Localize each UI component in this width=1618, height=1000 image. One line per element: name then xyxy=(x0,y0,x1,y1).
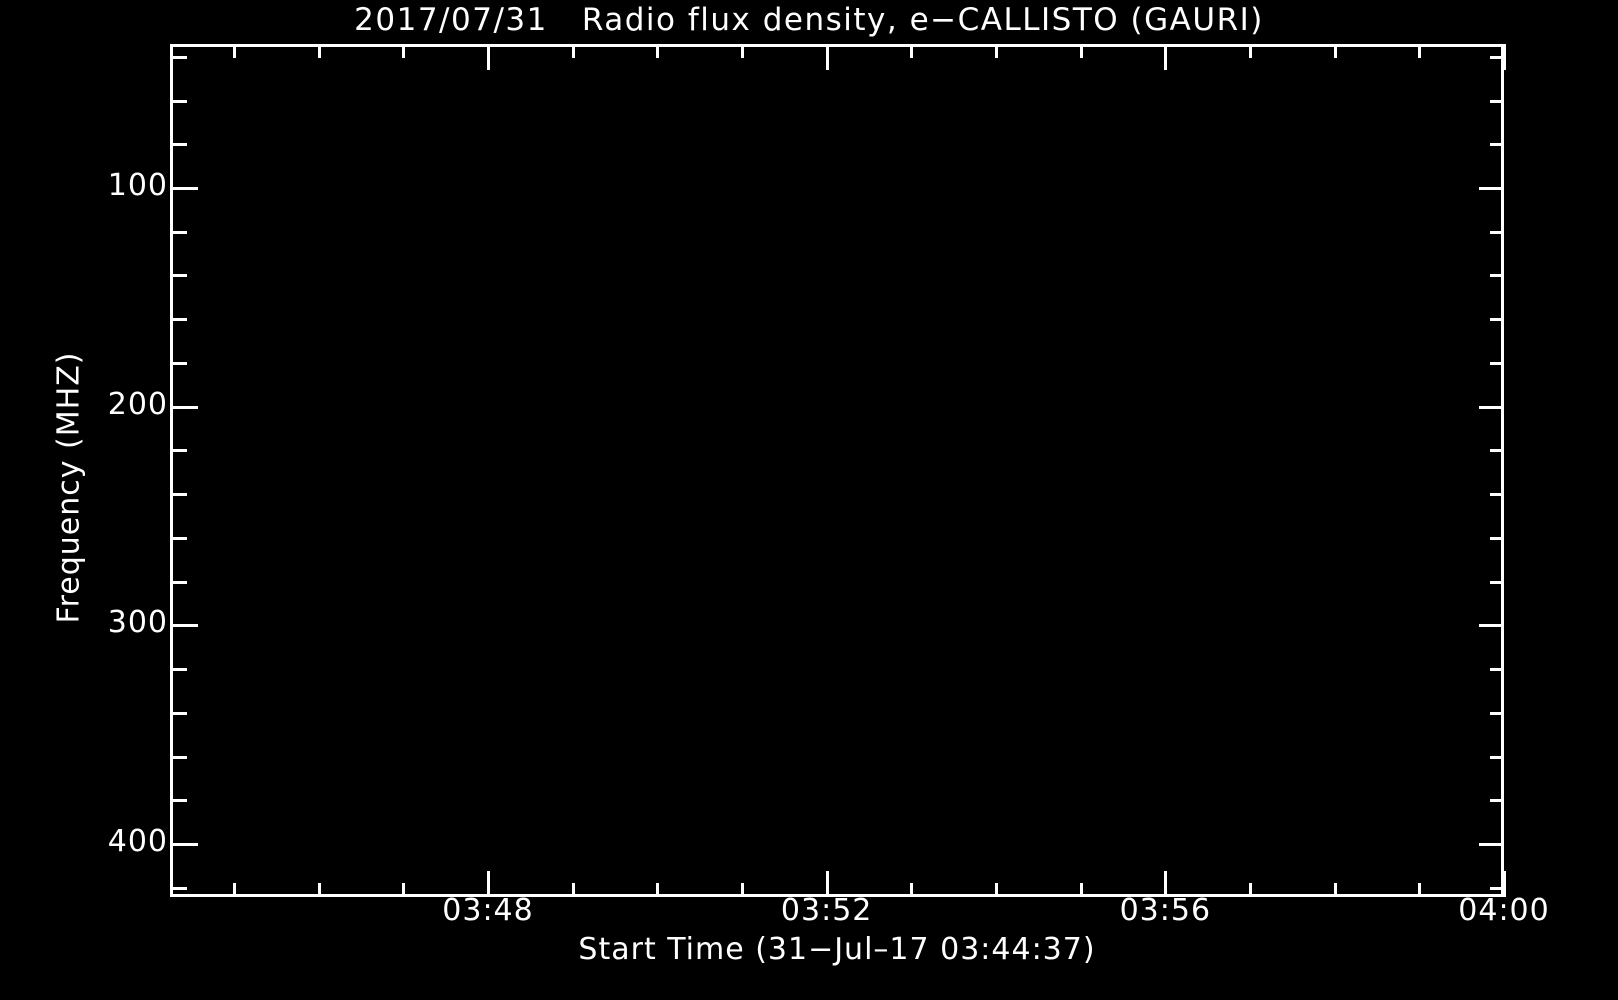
x-tick-minor-51 xyxy=(741,883,744,897)
y-tick-label-100: 100 xyxy=(107,168,168,203)
y-tick-minor-160 xyxy=(173,318,187,322)
x-tick-major-top-48 xyxy=(487,44,490,70)
x-tick-label-03-56: 03:56 xyxy=(1119,893,1212,928)
y-tick-minor-right-80 xyxy=(1490,143,1504,147)
x-tick-minor-top-45 xyxy=(233,44,236,58)
x-tick-minor-59 xyxy=(1418,883,1422,897)
x-tick-label-03-48: 03:48 xyxy=(442,893,534,928)
x-tick-minor-47 xyxy=(402,883,406,897)
y-tick-minor-right-160 xyxy=(1490,318,1504,322)
y-tick-minor-280 xyxy=(173,580,187,584)
y-tick-minor-right-40 xyxy=(1490,55,1504,59)
y-tick-minor-240 xyxy=(173,493,187,497)
x-tick-minor-top-58 xyxy=(1333,44,1337,58)
x-tick-major-top-60 xyxy=(1503,44,1506,70)
x-tick-minor-top-50 xyxy=(656,44,660,58)
x-tick-label-04-00: 04:00 xyxy=(1458,893,1550,928)
y-tick-minor-360 xyxy=(173,755,187,759)
y-tick-minor-right-340 xyxy=(1490,711,1504,715)
y-tick-minor-right-220 xyxy=(1490,449,1504,453)
y-tick-label-200: 200 xyxy=(107,386,168,422)
y-tick-minor-60 xyxy=(173,99,187,103)
y-tick-minor-right-240 xyxy=(1490,493,1504,497)
y-tick-minor-260 xyxy=(173,536,187,540)
y-tick-minor-380 xyxy=(173,799,187,803)
y-tick-label-400: 400 xyxy=(107,824,168,859)
y-tick-minor-right-180 xyxy=(1490,361,1504,365)
x-tick-minor-45 xyxy=(233,883,236,897)
y-tick-minor-340 xyxy=(173,711,187,715)
x-tick-minor-49 xyxy=(571,883,575,897)
y-tick-major-right-100 xyxy=(1479,187,1504,190)
y-tick-minor-180 xyxy=(173,361,187,365)
y-tick-minor-right-360 xyxy=(1490,755,1504,759)
y-tick-minor-40 xyxy=(173,55,187,59)
y-tick-minor-right-380 xyxy=(1490,799,1504,803)
y-tick-major-right-300 xyxy=(1479,624,1504,628)
y-tick-minor-120 xyxy=(173,230,187,234)
y-tick-minor-right-120 xyxy=(1490,230,1504,234)
y-tick-minor-320 xyxy=(173,668,187,672)
y-tick-minor-right-260 xyxy=(1490,536,1504,540)
y-tick-minor-right-280 xyxy=(1490,580,1504,584)
x-tick-minor-46 xyxy=(317,883,321,897)
y-tick-major-200 xyxy=(173,405,198,409)
y-axis-title: Frequency (MHZ) xyxy=(51,351,87,624)
x-tick-minor-55 xyxy=(1079,883,1083,897)
x-tick-major-56 xyxy=(1164,871,1168,897)
x-tick-minor-top-54 xyxy=(995,44,998,58)
y-tick-major-right-400 xyxy=(1479,843,1504,846)
y-tick-major-100 xyxy=(173,187,198,190)
x-tick-minor-top-55 xyxy=(1079,44,1083,58)
y-tick-minor-140 xyxy=(173,274,187,278)
x-tick-label-03-52: 03:52 xyxy=(780,893,873,928)
x-tick-major-60 xyxy=(1503,871,1506,897)
y-tick-major-400 xyxy=(173,843,198,846)
x-tick-minor-top-59 xyxy=(1418,44,1422,58)
y-tick-minor-right-140 xyxy=(1490,274,1504,278)
x-tick-minor-57 xyxy=(1249,883,1252,897)
plot-frame xyxy=(170,44,1504,897)
y-tick-minor-right-420 xyxy=(1490,886,1504,890)
x-tick-minor-top-47 xyxy=(402,44,406,58)
x-tick-major-top-52 xyxy=(825,44,829,70)
x-tick-minor-54 xyxy=(995,883,998,897)
x-tick-minor-top-53 xyxy=(910,44,914,58)
x-tick-minor-top-49 xyxy=(571,44,575,58)
x-tick-minor-top-46 xyxy=(317,44,321,58)
y-tick-minor-80 xyxy=(173,143,187,147)
x-tick-major-top-56 xyxy=(1164,44,1168,70)
x-tick-major-52 xyxy=(825,871,829,897)
y-tick-label-300: 300 xyxy=(107,605,168,641)
x-axis-title: Start Time (31−Jul–17 03:44:37) xyxy=(578,932,1096,967)
y-tick-minor-220 xyxy=(173,449,187,453)
y-tick-major-right-200 xyxy=(1479,405,1504,409)
y-tick-major-300 xyxy=(173,624,198,628)
x-tick-minor-58 xyxy=(1333,883,1337,897)
y-tick-minor-420 xyxy=(173,886,187,890)
page-title: 2017/07/31 Radio flux density, e−CALLIST… xyxy=(354,2,1264,38)
y-tick-minor-right-60 xyxy=(1490,99,1504,103)
x-tick-minor-53 xyxy=(910,883,914,897)
x-tick-minor-top-57 xyxy=(1249,44,1252,58)
x-tick-minor-top-51 xyxy=(741,44,744,58)
x-tick-major-48 xyxy=(487,871,490,897)
x-tick-minor-50 xyxy=(656,883,660,897)
y-tick-minor-right-320 xyxy=(1490,668,1504,672)
